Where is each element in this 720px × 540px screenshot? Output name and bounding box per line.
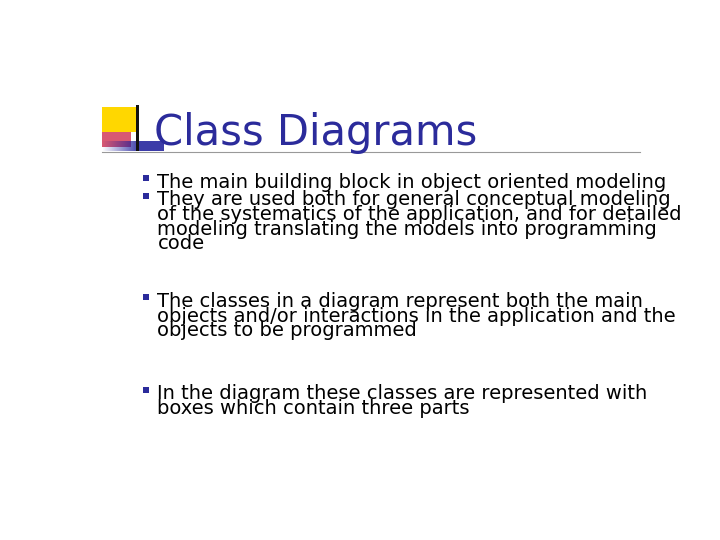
Text: code: code bbox=[158, 234, 204, 253]
Bar bbox=[143, 193, 149, 199]
Text: of the systematics of the application, and for detailed: of the systematics of the application, a… bbox=[158, 205, 682, 224]
Text: objects and/or interactions in the application and the: objects and/or interactions in the appli… bbox=[158, 307, 676, 326]
Bar bbox=[143, 294, 149, 300]
Bar bbox=[102, 107, 137, 132]
Text: modeling translating the models into programming: modeling translating the models into pro… bbox=[158, 220, 657, 239]
Bar bbox=[102, 123, 131, 147]
Text: boxes which contain three parts: boxes which contain three parts bbox=[158, 399, 470, 418]
Text: In the diagram these classes are represented with: In the diagram these classes are represe… bbox=[158, 384, 648, 403]
Text: objects to be programmed: objects to be programmed bbox=[158, 321, 417, 340]
Bar bbox=[136, 105, 139, 151]
Text: Class Diagrams: Class Diagrams bbox=[153, 112, 477, 153]
Bar bbox=[143, 175, 149, 181]
Text: The classes in a diagram represent both the main: The classes in a diagram represent both … bbox=[158, 292, 643, 311]
Bar bbox=[143, 387, 149, 393]
Text: They are used both for general conceptual modeling: They are used both for general conceptua… bbox=[158, 190, 671, 210]
Text: The main building block in object oriented modeling: The main building block in object orient… bbox=[158, 173, 667, 192]
